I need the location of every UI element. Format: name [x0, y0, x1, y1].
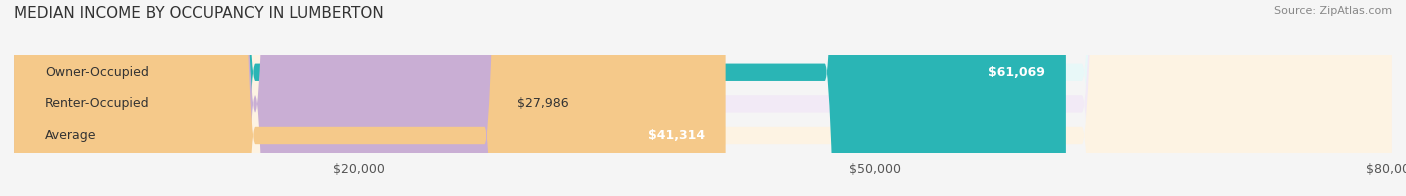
Text: $41,314: $41,314	[648, 129, 704, 142]
FancyBboxPatch shape	[14, 0, 496, 196]
FancyBboxPatch shape	[14, 0, 1392, 196]
Text: Source: ZipAtlas.com: Source: ZipAtlas.com	[1274, 6, 1392, 16]
Text: Owner-Occupied: Owner-Occupied	[45, 66, 149, 79]
Text: Average: Average	[45, 129, 97, 142]
Text: Renter-Occupied: Renter-Occupied	[45, 97, 149, 110]
FancyBboxPatch shape	[14, 0, 1392, 196]
Text: $27,986: $27,986	[517, 97, 568, 110]
FancyBboxPatch shape	[14, 0, 725, 196]
FancyBboxPatch shape	[14, 0, 1066, 196]
FancyBboxPatch shape	[14, 0, 1392, 196]
Text: $61,069: $61,069	[988, 66, 1045, 79]
Text: MEDIAN INCOME BY OCCUPANCY IN LUMBERTON: MEDIAN INCOME BY OCCUPANCY IN LUMBERTON	[14, 6, 384, 21]
